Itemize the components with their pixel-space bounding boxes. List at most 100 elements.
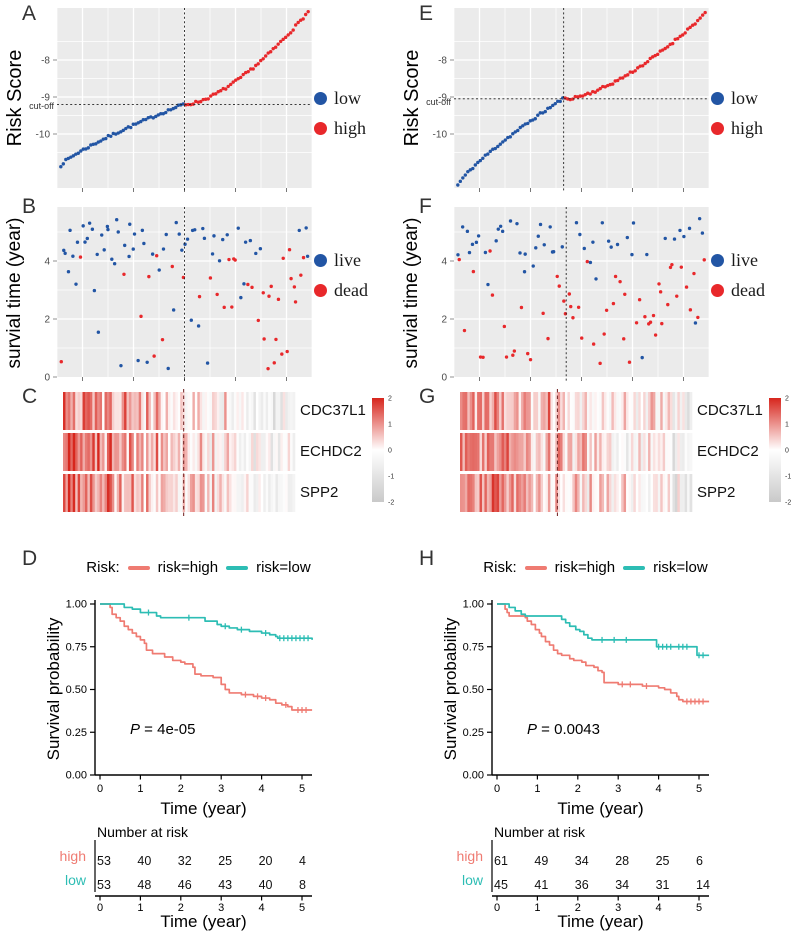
svg-text:1: 1 bbox=[137, 902, 143, 914]
svg-text:2: 2 bbox=[44, 315, 50, 326]
legend-low: low bbox=[711, 88, 763, 109]
gene-label-echdc2: ECHDC2 bbox=[697, 443, 759, 460]
gene-label-spp2: SPP2 bbox=[697, 484, 736, 501]
risk-count: 43 bbox=[218, 878, 233, 892]
live-dot-icon bbox=[711, 254, 724, 267]
panel-heatmap-C: C CDC37L1 ECHDC2 SPP2 2 1 0 -1 -2 bbox=[0, 385, 397, 545]
risk-count: 8 bbox=[299, 878, 306, 892]
panel-km-D: D Risk: risk=high risk=low Survival prob… bbox=[0, 545, 397, 818]
risk-count: 34 bbox=[574, 854, 589, 868]
risk-count: 31 bbox=[655, 878, 670, 892]
gene-label-cdc37l1: CDC37L1 bbox=[300, 402, 366, 419]
dead-dot-icon bbox=[711, 284, 724, 297]
svg-text:0.25: 0.25 bbox=[66, 727, 87, 739]
gene-label-cdc37l1: CDC37L1 bbox=[697, 402, 763, 419]
risk-count: 41 bbox=[534, 878, 549, 892]
risk-legend: low high bbox=[711, 88, 763, 139]
svg-text:1: 1 bbox=[534, 902, 540, 914]
column-left: A Risk Score cut-off low high -8 -9 -10 B … bbox=[0, 2, 397, 937]
legend-live-label: live bbox=[731, 250, 758, 270]
svg-text:2: 2 bbox=[388, 396, 392, 403]
km-legend-title: Risk: bbox=[86, 559, 120, 576]
svg-text:-2: -2 bbox=[388, 500, 394, 507]
svg-text:0: 0 bbox=[494, 783, 500, 795]
heatmap-C: 2 1 0 -1 -2 bbox=[63, 389, 394, 516]
high-dot-icon bbox=[711, 122, 724, 135]
svg-text:0: 0 bbox=[97, 902, 103, 914]
svg-text:2: 2 bbox=[575, 902, 581, 914]
svg-text:1.00: 1.00 bbox=[463, 599, 484, 611]
legend-low-label: low bbox=[334, 88, 361, 108]
risktable-low-label: low bbox=[64, 872, 86, 888]
svg-text:1: 1 bbox=[137, 783, 143, 795]
risk-count: 6 bbox=[696, 854, 703, 868]
risk-count: 25 bbox=[655, 854, 670, 868]
legend-live: live bbox=[711, 250, 765, 271]
legend-high: high bbox=[711, 118, 763, 139]
cutoff-label: cut-off bbox=[29, 101, 54, 111]
svg-text:-1: -1 bbox=[388, 474, 394, 481]
svg-text:2: 2 bbox=[785, 396, 789, 403]
svg-text:0: 0 bbox=[97, 783, 103, 795]
svg-text:0.50: 0.50 bbox=[66, 684, 87, 696]
risk-count: 49 bbox=[534, 854, 549, 868]
risk-count: 45 bbox=[494, 878, 508, 892]
survtime-plot-F: 4 2 0 bbox=[441, 207, 710, 384]
legend-low-label: low bbox=[731, 88, 758, 108]
gene-label-echdc2: ECHDC2 bbox=[300, 443, 362, 460]
svg-text:0: 0 bbox=[44, 373, 50, 384]
svg-text:0: 0 bbox=[441, 373, 447, 384]
p-value: P = 4e-05 bbox=[130, 721, 196, 738]
km-legend: Risk: risk=high risk=low bbox=[397, 559, 794, 576]
panel-risktable-D: Number at risk high low 53 40 32 25 20 4 53 48 4… bbox=[0, 810, 397, 937]
low-line-icon bbox=[623, 565, 646, 570]
svg-text:1: 1 bbox=[785, 422, 789, 429]
svg-text:-10: -10 bbox=[36, 130, 51, 141]
time-axis-title: Time (year) bbox=[557, 799, 644, 818]
high-line-icon bbox=[127, 565, 150, 570]
svg-text:3: 3 bbox=[218, 902, 224, 914]
panel-letter-B: B bbox=[22, 195, 37, 218]
svg-text:-9: -9 bbox=[41, 93, 50, 104]
svg-text:1: 1 bbox=[534, 783, 540, 795]
cutoff-label: cut-off bbox=[426, 97, 451, 107]
legend-dead: dead bbox=[314, 280, 368, 301]
svg-text:2: 2 bbox=[178, 783, 184, 795]
risk-count: 48 bbox=[137, 878, 152, 892]
svg-text:1.00: 1.00 bbox=[66, 599, 87, 611]
svg-text:0: 0 bbox=[785, 448, 789, 455]
risk-count: 14 bbox=[696, 878, 710, 892]
legend-high: high bbox=[314, 118, 366, 139]
svg-text:0: 0 bbox=[494, 902, 500, 914]
risktable-low-label: low bbox=[461, 872, 483, 888]
panel-risktable-H: Number at risk high low 61 49 34 28 25 6 45 41 3… bbox=[397, 810, 794, 937]
low-dot-icon bbox=[711, 92, 724, 105]
p-value: P = 0.0043 bbox=[527, 721, 600, 738]
svg-text:4: 4 bbox=[656, 783, 662, 795]
svg-text:4: 4 bbox=[441, 257, 447, 268]
surv-legend: live dead bbox=[711, 250, 765, 301]
km-legend-high-label: risk=high bbox=[554, 559, 616, 576]
risk-count: 53 bbox=[97, 878, 111, 892]
legend-low: low bbox=[314, 88, 366, 109]
surv-legend: live dead bbox=[314, 250, 368, 301]
svg-text:-10: -10 bbox=[433, 130, 448, 141]
km-legend-high-label: risk=high bbox=[157, 559, 219, 576]
legend-live: live bbox=[314, 250, 368, 271]
svg-text:2: 2 bbox=[441, 315, 447, 326]
heatmap-G: 2 1 0 -1 -2 bbox=[460, 389, 791, 516]
panel-letter-F: F bbox=[419, 195, 432, 218]
svg-text:0.25: 0.25 bbox=[463, 727, 484, 739]
risk-count: 46 bbox=[177, 878, 192, 892]
svg-text:-9: -9 bbox=[438, 93, 447, 104]
legend-high-label: high bbox=[334, 118, 367, 138]
svg-text:0.00: 0.00 bbox=[463, 770, 484, 782]
low-dot-icon bbox=[314, 92, 327, 105]
panel-letter-C: C bbox=[22, 385, 38, 408]
legend-high-label: high bbox=[731, 118, 764, 138]
legend-dead-label: dead bbox=[731, 280, 765, 300]
